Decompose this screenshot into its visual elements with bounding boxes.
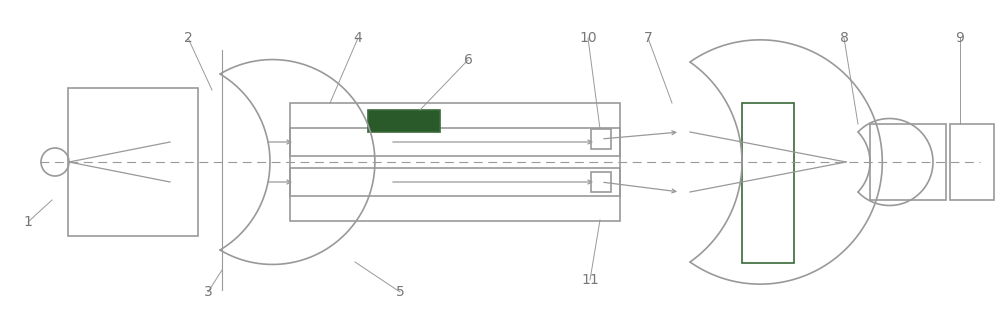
Bar — [870, 124, 946, 200]
Text: 2: 2 — [184, 31, 192, 45]
Bar — [290, 168, 620, 196]
Text: 5: 5 — [396, 285, 404, 299]
Bar — [591, 172, 611, 192]
Bar — [950, 124, 994, 200]
Bar — [68, 88, 198, 236]
Text: 3: 3 — [204, 285, 212, 299]
Text: 1: 1 — [24, 215, 32, 229]
Bar — [290, 103, 620, 221]
Bar — [742, 103, 794, 263]
Bar — [290, 128, 620, 156]
Text: 10: 10 — [579, 31, 597, 45]
Bar — [591, 129, 611, 149]
Text: 4: 4 — [354, 31, 362, 45]
Text: 7: 7 — [644, 31, 652, 45]
Text: 6: 6 — [464, 53, 472, 67]
Text: 8: 8 — [840, 31, 848, 45]
Bar — [368, 110, 440, 132]
Text: 9: 9 — [956, 31, 964, 45]
Text: 11: 11 — [581, 273, 599, 287]
